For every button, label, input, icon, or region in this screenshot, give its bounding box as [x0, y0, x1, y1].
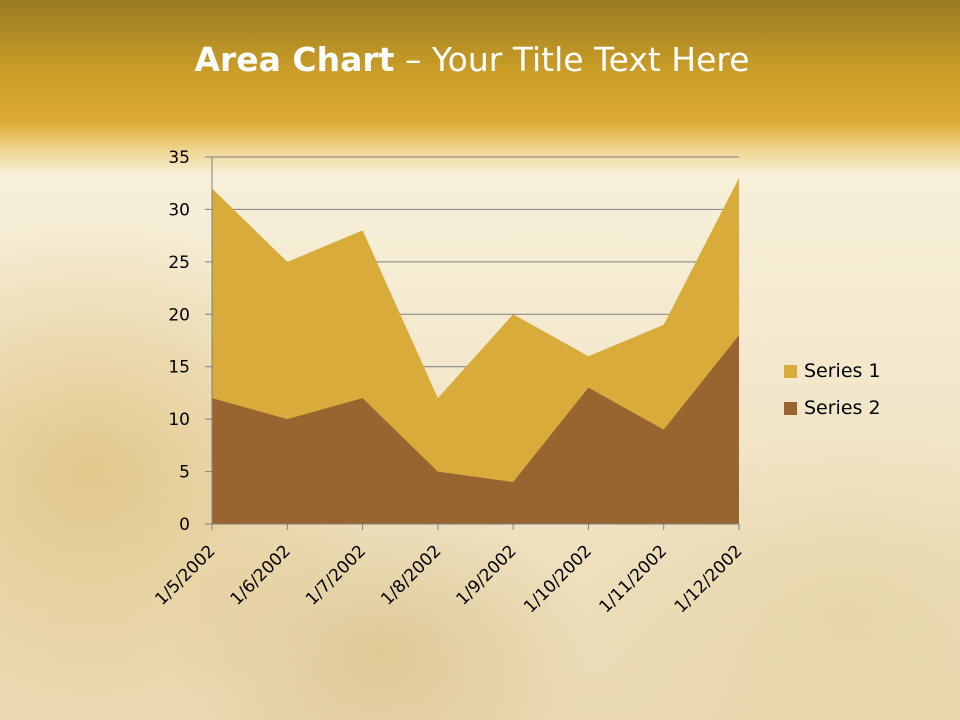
x-tick-label: 1/5/2002	[151, 541, 219, 609]
legend-swatch	[784, 401, 797, 415]
x-tick-label: 1/9/2002	[453, 541, 521, 609]
y-tick-label: 0	[179, 515, 190, 535]
y-tick-label: 15	[168, 358, 190, 378]
slide-title: Area Chart – Your Title Text Here	[0, 40, 944, 79]
legend-swatch	[784, 364, 797, 378]
series-area-2	[212, 335, 739, 524]
x-tick-label: 1/12/2002	[671, 541, 747, 617]
legend-label: Series 2	[804, 397, 881, 419]
legend-label: Series 1	[804, 360, 881, 382]
legend-item: Series 1	[784, 359, 924, 383]
title-banner	[0, 0, 960, 175]
x-tick-label: 1/7/2002	[302, 541, 370, 609]
chart-legend: Series 1 Series 2	[784, 359, 924, 433]
y-tick-label: 25	[168, 253, 190, 273]
y-tick-label: 30	[168, 200, 190, 220]
x-tick-label: 1/6/2002	[227, 541, 295, 609]
x-tick-label: 1/10/2002	[520, 541, 596, 617]
x-tick-label: 1/8/2002	[377, 541, 445, 609]
y-tick-label: 10	[168, 410, 190, 430]
legend-item: Series 2	[784, 396, 924, 420]
y-tick-label: 5	[179, 463, 190, 483]
title-bold-part: Area Chart	[194, 40, 395, 79]
y-tick-label: 20	[168, 305, 190, 325]
y-tick-label: 35	[168, 148, 190, 168]
title-rest-part: – Your Title Text Here	[394, 40, 750, 79]
x-tick-label: 1/11/2002	[595, 541, 671, 617]
